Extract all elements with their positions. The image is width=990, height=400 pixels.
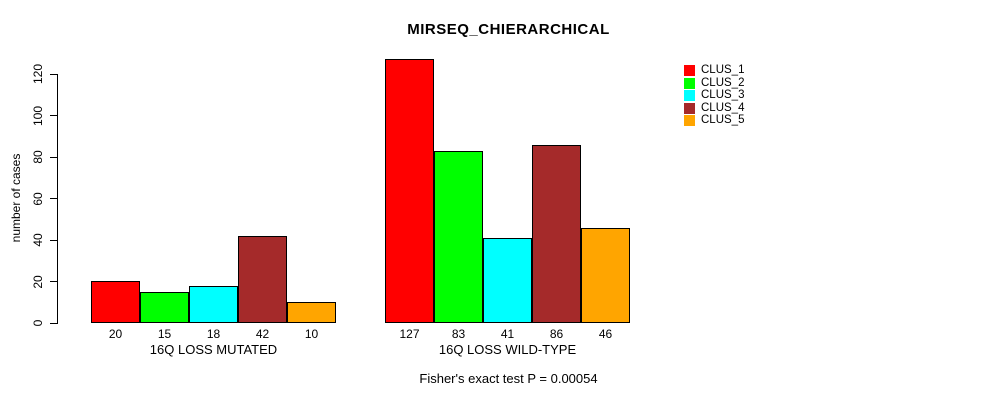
bar-value-label: 42 [255, 327, 270, 341]
y-axis-tick-label: 120 [31, 63, 45, 85]
bar-clus_5 [581, 228, 630, 323]
bar-value-label: 127 [399, 327, 420, 341]
group-label: 16Q LOSS MUTATED [149, 342, 278, 357]
bar-value-label: 86 [549, 327, 564, 341]
y-axis-line [57, 74, 58, 324]
y-axis-tick [50, 73, 57, 75]
bar-value-label: 46 [598, 327, 613, 341]
bar-clus_1 [91, 281, 140, 323]
bar-value-label: 10 [304, 327, 319, 341]
y-axis-tick-label: 0 [31, 319, 45, 327]
y-axis-tick-label: 100 [31, 105, 45, 126]
y-axis-tick [50, 281, 57, 282]
y-axis-tick [50, 156, 57, 158]
y-axis-tick [50, 322, 57, 324]
y-axis-tick [50, 198, 57, 199]
legend-label: CLUS_4 [701, 101, 745, 114]
bar-value-label: 15 [157, 327, 172, 341]
y-axis-tick-label: 20 [31, 274, 45, 289]
y-axis-tick-label: 80 [31, 150, 45, 164]
bar-clus_3 [189, 286, 238, 323]
bar-clus_2 [434, 151, 483, 323]
bar-value-label: 83 [451, 327, 466, 341]
legend-swatch-icon [684, 65, 695, 76]
bar-value-label: 20 [108, 327, 123, 341]
legend-label: CLUS_1 [701, 64, 745, 76]
legend-swatch-icon [684, 115, 695, 126]
legend-swatch-icon [684, 77, 695, 89]
legend-label: CLUS_3 [701, 89, 745, 101]
legend-label: CLUS_5 [701, 114, 745, 126]
bar-clus_4 [532, 145, 581, 323]
bar-clus_5 [287, 302, 336, 323]
bar-clus_2 [140, 292, 189, 323]
bar-value-label: 41 [500, 327, 515, 341]
chart-caption: Fisher's exact test P = 0.00054 [419, 371, 598, 386]
y-axis-tick [50, 115, 57, 116]
y-axis-tick-label: 40 [31, 233, 45, 247]
y-axis-tick [50, 239, 57, 241]
y-axis-tick-label: 60 [31, 191, 45, 206]
legend-label: CLUS_2 [701, 76, 745, 89]
group-label: 16Q LOSS WILD-TYPE [438, 342, 577, 357]
bar-clus_1 [385, 59, 434, 323]
bar-value-label: 18 [206, 327, 221, 341]
y-axis-label: number of cases [9, 153, 23, 243]
bar-clus_3 [483, 238, 532, 323]
legend-swatch-icon [684, 90, 695, 101]
bar-clus_4 [238, 236, 287, 323]
legend-swatch-icon [684, 102, 695, 114]
chart-title: MIRSEQ_CHIERARCHICAL [407, 21, 610, 38]
